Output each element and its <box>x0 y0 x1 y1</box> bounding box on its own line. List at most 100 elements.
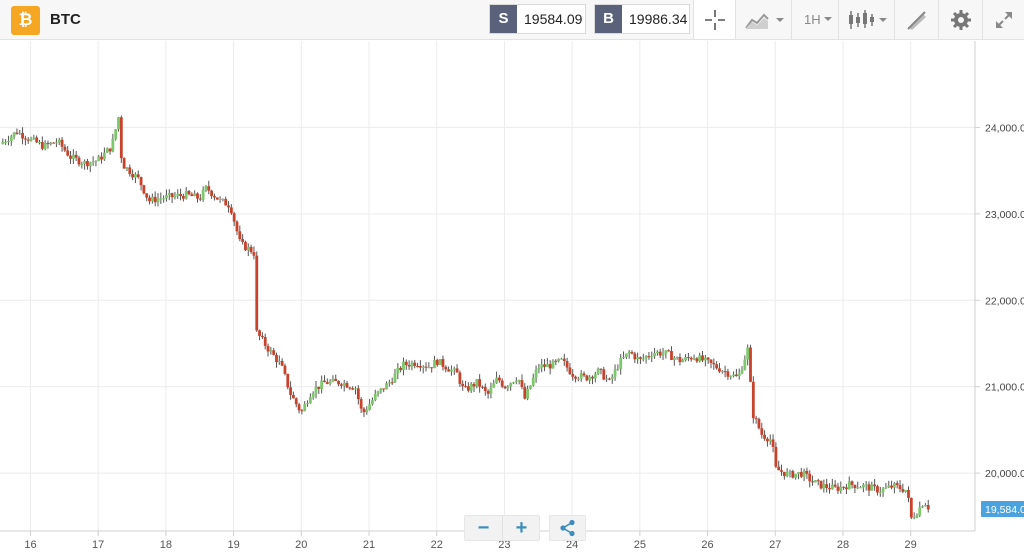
candle-body <box>26 139 30 141</box>
candle-body <box>523 386 527 399</box>
candle-body <box>718 368 721 372</box>
y-tick-label: 20,000.00 <box>985 468 1024 480</box>
candle-body <box>517 380 521 382</box>
candle-body <box>410 362 414 367</box>
candle-body <box>201 189 205 200</box>
logo-glyph: ₿ <box>18 10 33 30</box>
candle-body <box>111 138 115 152</box>
candle-body <box>193 193 197 197</box>
buy-price-button[interactable]: B 19986.34 <box>594 4 690 34</box>
candle-body <box>754 418 758 420</box>
candle-body <box>52 142 56 144</box>
candle-body <box>49 142 53 145</box>
candle-body <box>55 142 58 144</box>
candle-body <box>385 383 388 390</box>
zoom-in-button[interactable]: + <box>502 516 540 540</box>
candle-body <box>266 345 270 352</box>
candle-body <box>909 497 913 518</box>
candle-body <box>641 358 645 360</box>
candle-body <box>712 362 716 365</box>
candle-style-button[interactable] <box>838 0 894 39</box>
candle-body <box>198 198 202 200</box>
sell-price-button[interactable]: S 19584.09 <box>489 4 586 34</box>
candle-body <box>534 369 538 378</box>
candle-body <box>760 428 764 435</box>
candle-body <box>433 359 436 369</box>
settings-button[interactable] <box>938 0 982 39</box>
candle-body <box>402 361 405 371</box>
candle-body <box>407 365 411 367</box>
candle-body <box>351 388 355 390</box>
candle-body <box>684 357 688 361</box>
candle-body <box>142 185 146 194</box>
drawing-button[interactable] <box>894 0 938 39</box>
candle-body <box>582 373 586 376</box>
candle-body <box>427 367 431 369</box>
candle-body <box>876 486 879 493</box>
candle-body <box>176 193 180 196</box>
candle-body <box>23 138 27 140</box>
x-tick-label: 28 <box>837 539 849 551</box>
crosshair-button[interactable] <box>693 0 735 39</box>
candle-body <box>878 492 882 494</box>
candle-body <box>77 157 81 165</box>
candle-body <box>529 385 532 389</box>
current-price-label: 19,584.09 <box>985 504 1024 516</box>
candle-body <box>548 364 552 369</box>
candle-body <box>661 353 665 356</box>
candle-body <box>506 386 510 389</box>
candle-body <box>7 141 10 143</box>
x-tick-label: 27 <box>769 539 781 551</box>
candle-body <box>455 368 459 373</box>
candle-body <box>782 471 786 477</box>
candle-body <box>102 152 106 160</box>
candle-body <box>181 195 185 199</box>
timeframe-label: 1H <box>804 12 821 27</box>
candle-body <box>229 207 233 214</box>
x-tick-label: 16 <box>24 539 36 551</box>
candle-body <box>210 190 214 197</box>
candle-body <box>379 388 383 392</box>
share-button[interactable] <box>549 515 586 541</box>
candle-body <box>726 371 730 377</box>
chart-canvas[interactable]: 16 17 18 19 20 21 22 23 24 25 26 27 28 29 24,000.00 23,… <box>0 41 1024 559</box>
fullscreen-button[interactable] <box>982 0 1024 39</box>
candle-body <box>303 404 307 411</box>
candle-body <box>639 357 642 359</box>
candle-body <box>356 388 360 400</box>
candle-body <box>4 141 8 143</box>
candle-body <box>808 473 812 482</box>
candle-body <box>173 195 177 198</box>
chevron-down-icon <box>824 17 832 21</box>
candle-body <box>9 136 13 142</box>
toolbar: ₿ BTC S 19584.09 B 19986.34 1H <box>0 0 1024 40</box>
candle-body <box>148 197 151 202</box>
candle-body <box>850 481 854 485</box>
candle-body <box>751 381 755 419</box>
candle-body <box>495 377 498 384</box>
candle-body <box>80 163 84 165</box>
candle-body <box>706 357 710 360</box>
candle-body <box>816 480 820 482</box>
candle-body <box>667 350 671 352</box>
candle-body <box>396 367 400 374</box>
price-chart[interactable]: 16 17 18 19 20 21 22 23 24 25 26 27 28 29 24,000.00 23,… <box>0 41 1024 559</box>
candle-body <box>258 330 261 336</box>
candle-body <box>444 366 448 370</box>
chart-type-button[interactable] <box>735 0 791 39</box>
candle-body <box>828 487 831 490</box>
timeframe-button[interactable]: 1H <box>791 0 838 39</box>
candle-body <box>565 361 569 368</box>
candle-body <box>342 382 346 386</box>
candle-body <box>576 378 580 380</box>
candle-body <box>170 193 174 198</box>
candle-body <box>328 381 332 384</box>
candlestick-icon <box>849 10 887 29</box>
candle-body <box>334 378 338 381</box>
candle-body <box>184 191 188 199</box>
candle-body <box>311 393 315 398</box>
candle-body <box>670 351 673 360</box>
zoom-out-button[interactable]: − <box>477 517 490 539</box>
candle-body <box>675 357 679 359</box>
candle-body <box>294 398 298 405</box>
